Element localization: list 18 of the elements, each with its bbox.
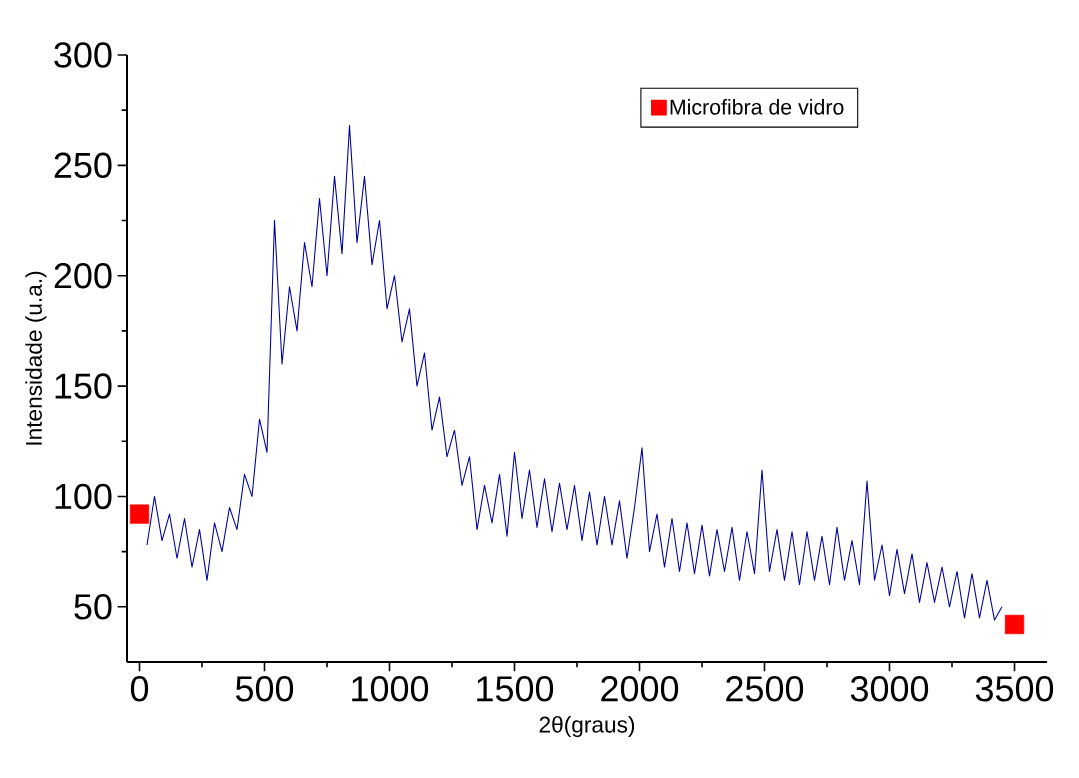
y-axis-title: Intensidade (u.a.) [25,271,47,445]
y-tick-label: 50 [74,594,112,620]
x-tick-label: 1500 [477,676,554,702]
x-tick-label: 3500 [975,676,1054,702]
x-tick-label: 2500 [726,676,804,702]
x-axis-title: 2θ(graus) [539,716,635,738]
x-tick-label: 0 [130,676,149,702]
y-tick-label: 300 [54,42,112,68]
y-tick-label: 150 [55,373,112,399]
y-tick-label: 100 [55,483,112,510]
y-tick-label: 250 [54,152,112,179]
x-tick-label: 500 [235,676,294,702]
legend-label: Microfibra de vidro [670,98,844,115]
y-tick-label: 200 [54,262,112,289]
line-series [146,125,1003,621]
x-tick-label: 1000 [352,676,429,702]
x-tick-label: 3000 [850,676,929,702]
x-tick-label: 2000 [601,676,679,702]
